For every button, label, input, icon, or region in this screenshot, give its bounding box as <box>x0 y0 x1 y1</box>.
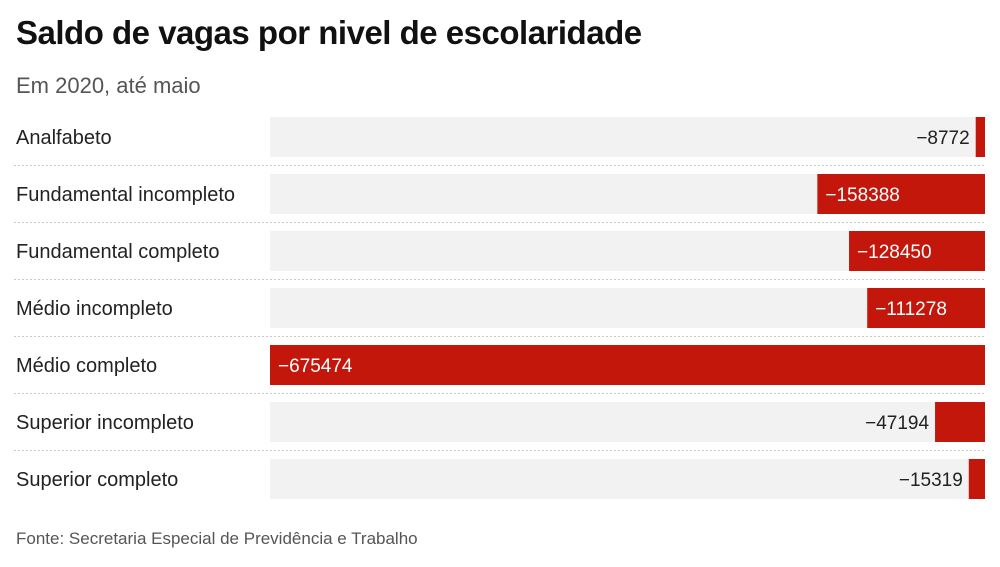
bar-track <box>270 402 985 442</box>
bar <box>817 174 985 214</box>
category-label: Fundamental incompleto <box>16 184 235 206</box>
value-label: −8772 <box>916 128 969 149</box>
bar <box>270 345 985 385</box>
chart-title: Saldo de vagas por nivel de escolaridade <box>16 14 642 51</box>
value-label: −675474 <box>278 356 353 377</box>
bar <box>849 231 985 271</box>
bar <box>975 117 985 157</box>
chart-subtitle: Em 2020, até maio <box>16 73 201 98</box>
category-label: Médio incompleto <box>16 298 173 320</box>
value-label: −47194 <box>865 413 929 434</box>
value-label: −15319 <box>899 470 963 491</box>
bar <box>867 288 985 328</box>
category-label: Superior completo <box>16 469 178 491</box>
value-label: −158388 <box>825 185 900 206</box>
category-label: Analfabeto <box>16 127 112 149</box>
bar <box>935 402 985 442</box>
source-note: Fonte: Secretaria Especial de Previdênci… <box>16 529 418 548</box>
category-label: Médio completo <box>16 355 157 377</box>
value-label: −128450 <box>857 242 932 263</box>
bar-track <box>270 459 985 499</box>
bar-track <box>270 288 985 328</box>
category-label: Superior incompleto <box>16 412 194 434</box>
value-label: −111278 <box>875 299 947 320</box>
category-label: Fundamental completo <box>16 241 219 263</box>
bar-track <box>270 117 985 157</box>
bar <box>968 459 985 499</box>
